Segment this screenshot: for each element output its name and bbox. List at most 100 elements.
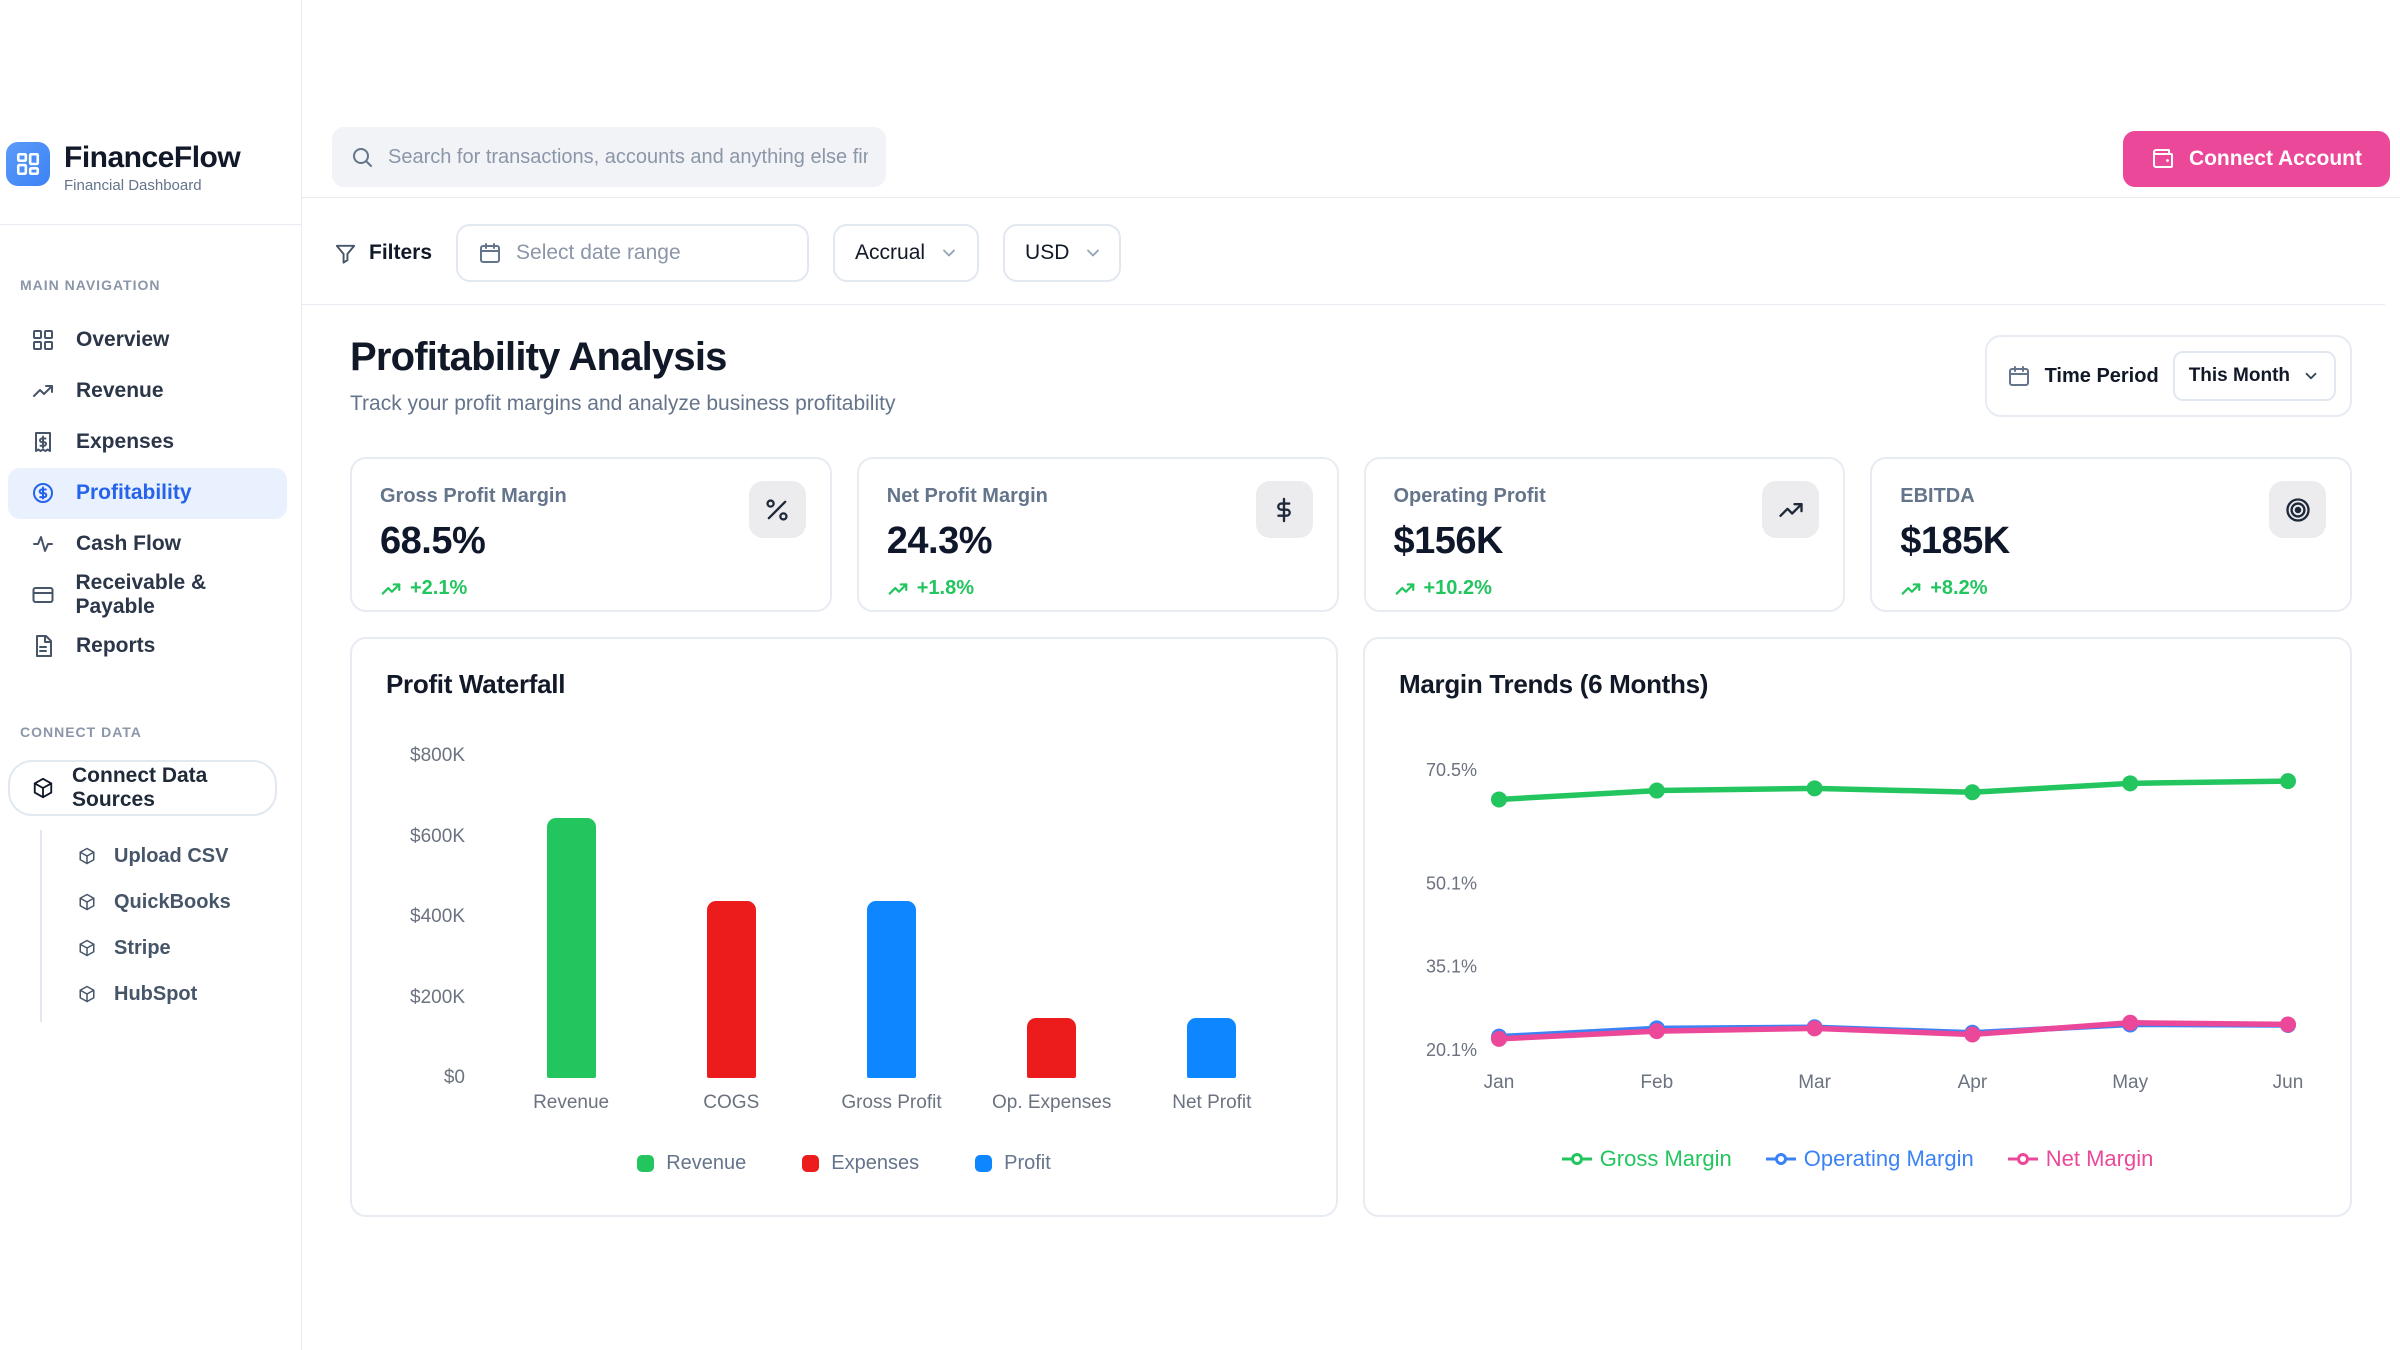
data-point <box>2280 1016 2296 1033</box>
currency-select[interactable]: USD <box>1003 224 1122 282</box>
sidebar-item-cash-flow[interactable]: Cash Flow <box>8 519 287 570</box>
data-point <box>2122 1014 2139 1031</box>
search-icon <box>350 145 374 169</box>
trend-up-icon <box>1394 578 1416 600</box>
bar-slot <box>992 756 1112 1078</box>
chevron-down-icon <box>1083 243 1103 263</box>
legend-item-net-margin: Net Margin <box>2007 1146 2153 1172</box>
bar-slot <box>511 756 631 1078</box>
app-title: FinanceFlow <box>64 141 241 174</box>
charts-row: Profit Waterfall $800K $600K $400K $200K $0 … <box>350 637 2352 1217</box>
page-content: Profitability Analysis Track your profit… <box>302 305 2400 1217</box>
search-input[interactable] <box>388 145 868 169</box>
calendar-icon <box>2007 364 2031 388</box>
connect-account-button[interactable]: Connect Account <box>2122 131 2390 187</box>
legend-item-revenue: Revenue <box>637 1152 746 1175</box>
data-point <box>2280 773 2296 790</box>
bar-slot <box>831 756 951 1078</box>
line-gross-margin <box>1496 778 2291 803</box>
nav-section-label: MAIN NAVIGATION <box>20 276 161 293</box>
margin-trends-plot: 70.5% 50.1% 35.1% 20.1% Jan Feb Mar Apr May Jun <box>1399 730 2316 1120</box>
bar-cogs <box>706 901 756 1078</box>
time-period-value: This Month <box>2188 365 2290 386</box>
margin-trends-svg: 70.5% 50.1% 35.1% 20.1% Jan Feb Mar Apr May Jun <box>1426 760 2303 1093</box>
bar-gross-profit <box>866 901 916 1078</box>
trend-up-icon <box>887 578 909 600</box>
data-point <box>1964 1026 1981 1043</box>
kpi-card-gross-profit-margin: Gross Profit Margin 68.5% +2.1% <box>350 457 832 612</box>
y-axis-tick: 35.1% <box>1426 957 1477 977</box>
kpi-cards: Gross Profit Margin 68.5% +2.1% Net Profit … <box>350 457 2352 612</box>
connect-source-label: Stripe <box>114 937 171 959</box>
x-axis-label: Feb <box>1640 1072 1673 1093</box>
waterfall-x-axis: Revenue COGS Gross Profit Op. Expenses Net P… <box>481 1092 1302 1114</box>
sidebar-item-profitability[interactable]: Profitability <box>8 467 287 519</box>
connect-source-quickbooks[interactable]: QuickBooks <box>42 880 301 926</box>
y-axis-tick: $200K <box>410 986 465 1008</box>
kpi-label: Operating Profit <box>1393 485 1546 507</box>
line-net-margin <box>1496 1020 2291 1042</box>
sidebar-item-overview[interactable]: Overview <box>8 315 287 366</box>
trending-up-icon <box>30 378 56 404</box>
kpi-change: +1.8% <box>887 577 1309 600</box>
main-navigation: Overview Revenue Expenses Profitability Cash… <box>0 315 301 672</box>
legend-label: Gross Margin <box>1599 1146 1732 1171</box>
waterfall-y-axis: $800K $600K $400K $200K $0 <box>386 745 481 1088</box>
accounting-basis-select[interactable]: Accrual <box>833 224 980 282</box>
kpi-card-net-profit-margin: Net Profit Margin 24.3% +1.8% <box>856 457 1339 612</box>
connect-data-sources-button[interactable]: Connect Data Sources <box>8 759 277 816</box>
bar-op-expenses <box>1027 1018 1077 1078</box>
connect-section-label: CONNECT DATA <box>20 723 142 740</box>
data-point <box>1491 1030 1507 1047</box>
dollar-icon <box>1255 481 1313 538</box>
page-title: Profitability Analysis <box>350 335 727 379</box>
data-point <box>1806 1020 1823 1037</box>
file-text-icon <box>30 633 56 659</box>
date-range-input[interactable]: Select date range <box>456 224 810 282</box>
connect-account-label: Connect Account <box>2188 147 2362 170</box>
brand-text: FinanceFlow Financial Dashboard <box>64 141 241 194</box>
filters-toggle[interactable]: Filters <box>334 241 432 265</box>
connect-data-sources-label: Connect Data Sources <box>72 763 208 811</box>
waterfall-title: Profit Waterfall <box>386 669 566 699</box>
kpi-value: 68.5% <box>380 520 486 562</box>
connect-source-label: HubSpot <box>114 983 198 1005</box>
global-search[interactable] <box>332 127 886 187</box>
kpi-change-value: +10.2% <box>1423 577 1492 599</box>
chevron-down-icon <box>2302 367 2320 385</box>
cube-icon <box>32 777 54 799</box>
sidebar-item-receivable-payable[interactable]: Receivable & Payable <box>8 570 287 621</box>
trending-up-icon <box>1762 481 1820 538</box>
sidebar-item-label: Reports <box>76 634 156 657</box>
margin-trends-legend: Gross Margin Operating Margin Net Margin <box>1399 1146 2316 1172</box>
kpi-card-operating-profit: Operating Profit $156K +10.2% <box>1363 457 1846 612</box>
main-area: Connect Account Filters Select date rang… <box>302 0 2400 1350</box>
sidebar-item-reports[interactable]: Reports <box>8 621 287 672</box>
sidebar-item-expenses[interactable]: Expenses <box>8 417 287 468</box>
y-axis-tick: $800K <box>410 745 465 766</box>
funnel-icon <box>334 242 357 265</box>
kpi-value: 24.3% <box>886 520 993 562</box>
brand-header: FinanceFlow Financial Dashboard <box>0 0 301 225</box>
receipt-icon <box>30 429 56 455</box>
legend-swatch <box>802 1155 820 1172</box>
connect-source-upload-csv[interactable]: Upload CSV <box>42 834 301 880</box>
kpi-change-value: +2.1% <box>410 577 468 599</box>
legend-line-marker <box>2007 1153 2038 1165</box>
x-axis-label: Net Profit <box>1172 1092 1252 1113</box>
time-period-select[interactable]: This Month <box>2172 351 2336 401</box>
cube-icon <box>78 939 98 959</box>
accounting-basis-value: Accrual <box>855 241 926 264</box>
kpi-value: $156K <box>1393 520 1504 562</box>
target-icon <box>2269 481 2326 538</box>
kpi-change-value: +8.2% <box>1930 577 1988 599</box>
connect-source-hubspot[interactable]: HubSpot <box>42 972 301 1018</box>
cube-icon <box>78 985 98 1005</box>
filters-label: Filters <box>369 241 433 264</box>
connect-source-stripe[interactable]: Stripe <box>42 926 301 972</box>
kpi-card-ebitda: EBITDA $185K +8.2% <box>1870 457 2352 612</box>
grid-icon <box>30 327 56 353</box>
sidebar-item-revenue[interactable]: Revenue <box>8 366 287 417</box>
data-point <box>1648 782 1665 799</box>
connect-source-label: QuickBooks <box>114 891 231 913</box>
